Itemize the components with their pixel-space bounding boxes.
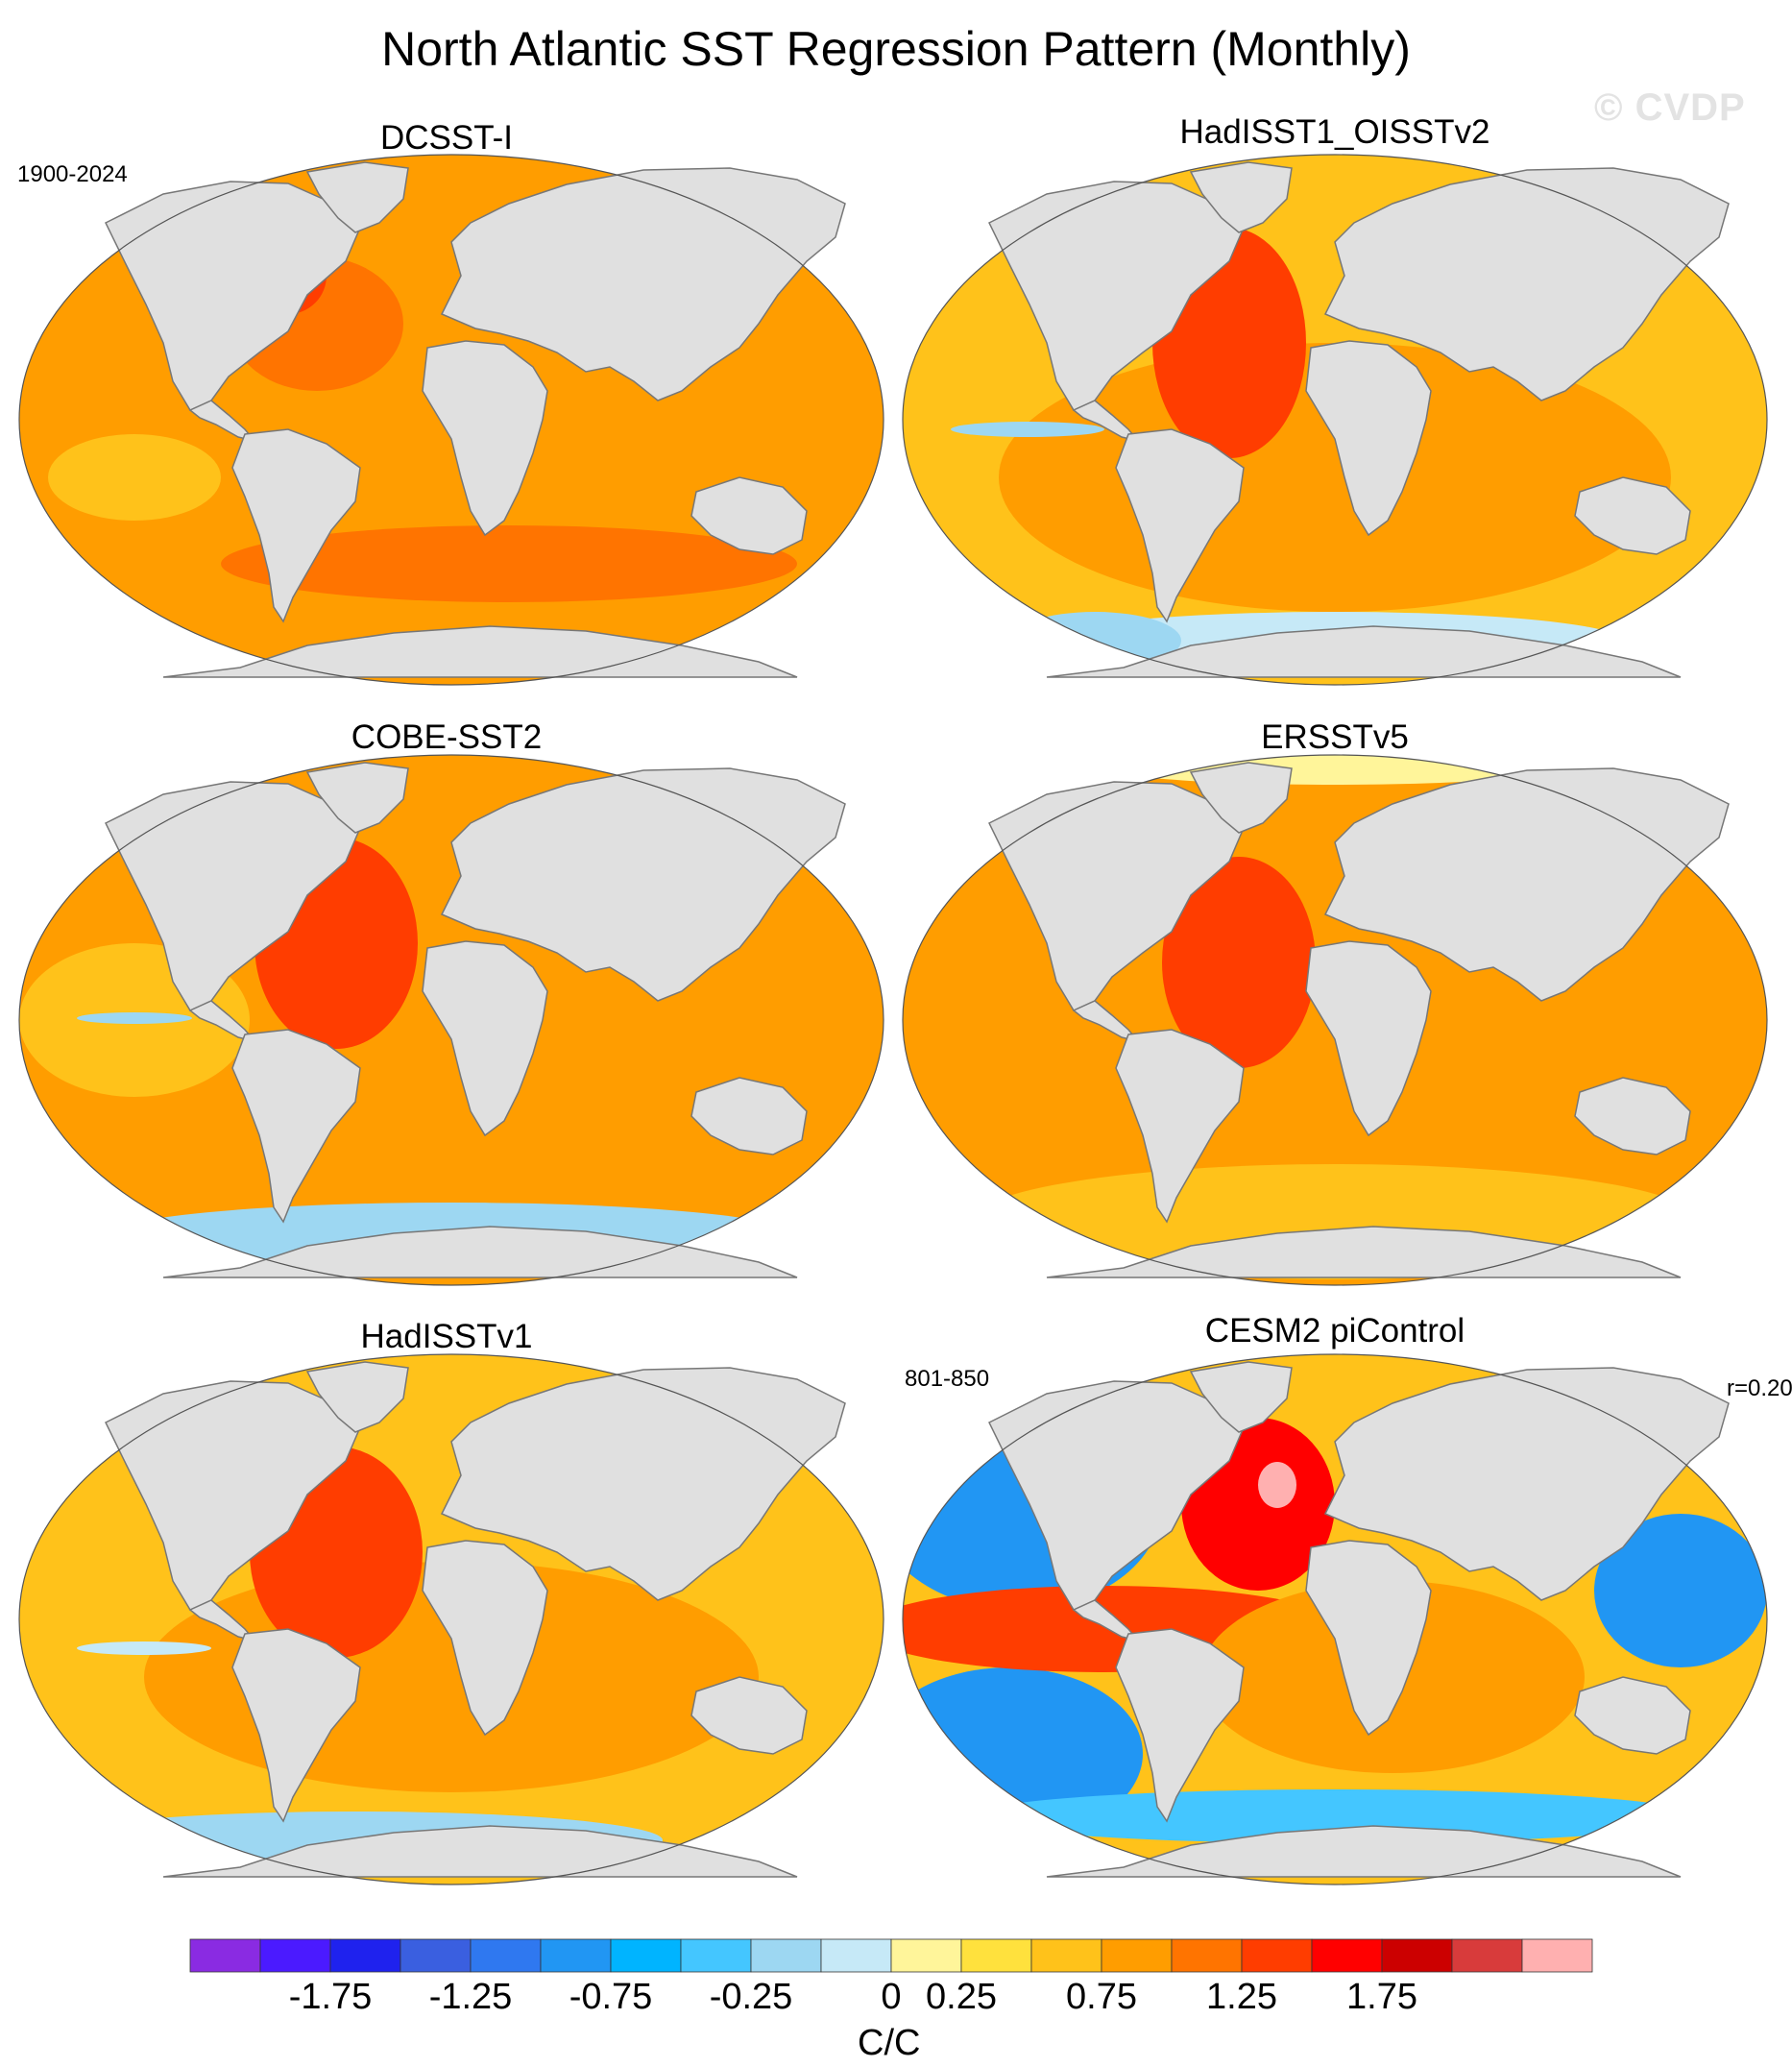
colorbar-swatch-8: [750, 1938, 822, 1973]
map-panel-1: [18, 154, 884, 686]
colorbar-swatch-12: [1030, 1938, 1102, 1973]
colorbar-swatch-11: [960, 1938, 1032, 1973]
colorbar-swatch-4: [470, 1938, 542, 1973]
colorbar-swatch-0: [189, 1938, 261, 1973]
colorbar-tick-label: 0.75: [1066, 1977, 1137, 2017]
colorbar-swatch-14: [1171, 1938, 1243, 1973]
colorbar-tick-label: -0.25: [709, 1977, 793, 2017]
colorbar-tick-label: 0: [881, 1977, 902, 2017]
panel-title-1: DCSST-I: [379, 119, 514, 157]
colorbar-swatch-15: [1241, 1938, 1313, 1973]
colorbar-swatch-9: [820, 1938, 892, 1973]
panel-title-4: ERSSTv5: [1261, 718, 1409, 756]
panel-title-2: HadISST1_OISSTv2: [1179, 113, 1490, 151]
colorbar-swatch-1: [259, 1938, 331, 1973]
colorbar-tick-label: 1.25: [1206, 1977, 1277, 2017]
colorbar-tick-label: -0.75: [569, 1977, 653, 2017]
colorbar-swatch-2: [329, 1938, 401, 1973]
colorbar-swatch-16: [1311, 1938, 1383, 1973]
colorbar: [189, 1938, 1593, 1973]
figure-title: North Atlantic SST Regression Pattern (M…: [381, 22, 1411, 76]
cvdp-watermark: © CVDP: [1594, 86, 1746, 129]
colorbar-units: C/C: [858, 2023, 921, 2063]
pattern-correlation: r=0.20: [1727, 1375, 1792, 1401]
map-panel-5: [18, 1353, 884, 1885]
map-panel-6: [902, 1353, 1768, 1885]
panel-title-6: CESM2 piControl: [1204, 1312, 1465, 1350]
period-label-model: 801-850: [905, 1366, 990, 1392]
colorbar-swatch-13: [1101, 1938, 1173, 1973]
period-label-obs: 1900-2024: [17, 161, 128, 187]
colorbar-swatch-18: [1451, 1938, 1523, 1973]
map-panel-3: [18, 754, 884, 1286]
colorbar-swatch-19: [1521, 1938, 1593, 1973]
colorbar-tick-label: -1.75: [288, 1977, 373, 2017]
colorbar-tick-label: 0.25: [926, 1977, 997, 2017]
colorbar-swatch-7: [680, 1938, 752, 1973]
colorbar-swatch-6: [610, 1938, 682, 1973]
colorbar-tick-label: 1.75: [1346, 1977, 1417, 2017]
colorbar-swatch-10: [890, 1938, 962, 1973]
colorbar-swatch-5: [540, 1938, 612, 1973]
panel-title-5: HadISSTv1: [360, 1318, 533, 1355]
map-panel-2: [902, 154, 1768, 686]
colorbar-tick-label: -1.25: [428, 1977, 513, 2017]
map-panel-4: [902, 754, 1768, 1286]
colorbar-swatch-17: [1381, 1938, 1453, 1973]
colorbar-swatch-3: [400, 1938, 472, 1973]
panel-title-3: COBE-SST2: [351, 718, 543, 756]
